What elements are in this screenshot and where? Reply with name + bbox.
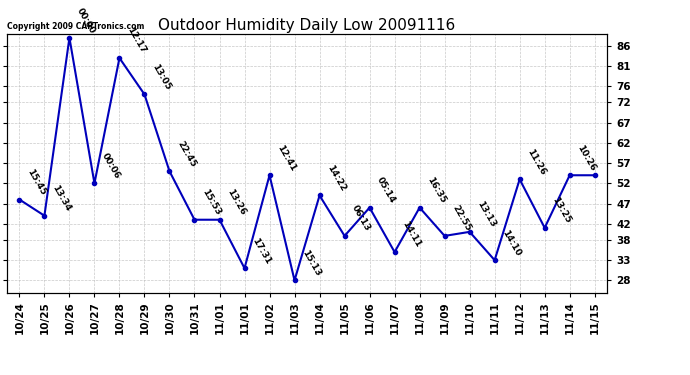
Text: 05:14: 05:14 xyxy=(375,176,397,205)
Text: 15:45: 15:45 xyxy=(25,167,47,197)
Text: 12:17: 12:17 xyxy=(125,26,147,55)
Text: 06:13: 06:13 xyxy=(350,204,372,233)
Text: 10:26: 10:26 xyxy=(575,143,598,172)
Text: 14:10: 14:10 xyxy=(500,228,522,257)
Text: 17:31: 17:31 xyxy=(250,236,273,266)
Text: 00:00: 00:00 xyxy=(75,6,97,35)
Text: 13:05: 13:05 xyxy=(150,62,172,92)
Text: 12:41: 12:41 xyxy=(275,143,297,172)
Text: 16:35: 16:35 xyxy=(425,176,447,205)
Text: 15:53: 15:53 xyxy=(200,188,222,217)
Text: Copyright 2009 CARTronics.com: Copyright 2009 CARTronics.com xyxy=(7,22,144,31)
Text: 13:25: 13:25 xyxy=(550,196,572,225)
Text: 14:11: 14:11 xyxy=(400,220,422,249)
Text: 11:26: 11:26 xyxy=(525,147,547,177)
Text: 13:13: 13:13 xyxy=(475,200,497,229)
Text: 15:13: 15:13 xyxy=(300,248,322,278)
Text: 22:45: 22:45 xyxy=(175,139,197,168)
Text: 00:06: 00:06 xyxy=(100,152,122,180)
Title: Outdoor Humidity Daily Low 20091116: Outdoor Humidity Daily Low 20091116 xyxy=(159,18,455,33)
Text: 22:55: 22:55 xyxy=(450,204,472,233)
Text: 14:22: 14:22 xyxy=(325,163,347,193)
Text: 13:26: 13:26 xyxy=(225,188,247,217)
Text: 13:34: 13:34 xyxy=(50,183,72,213)
